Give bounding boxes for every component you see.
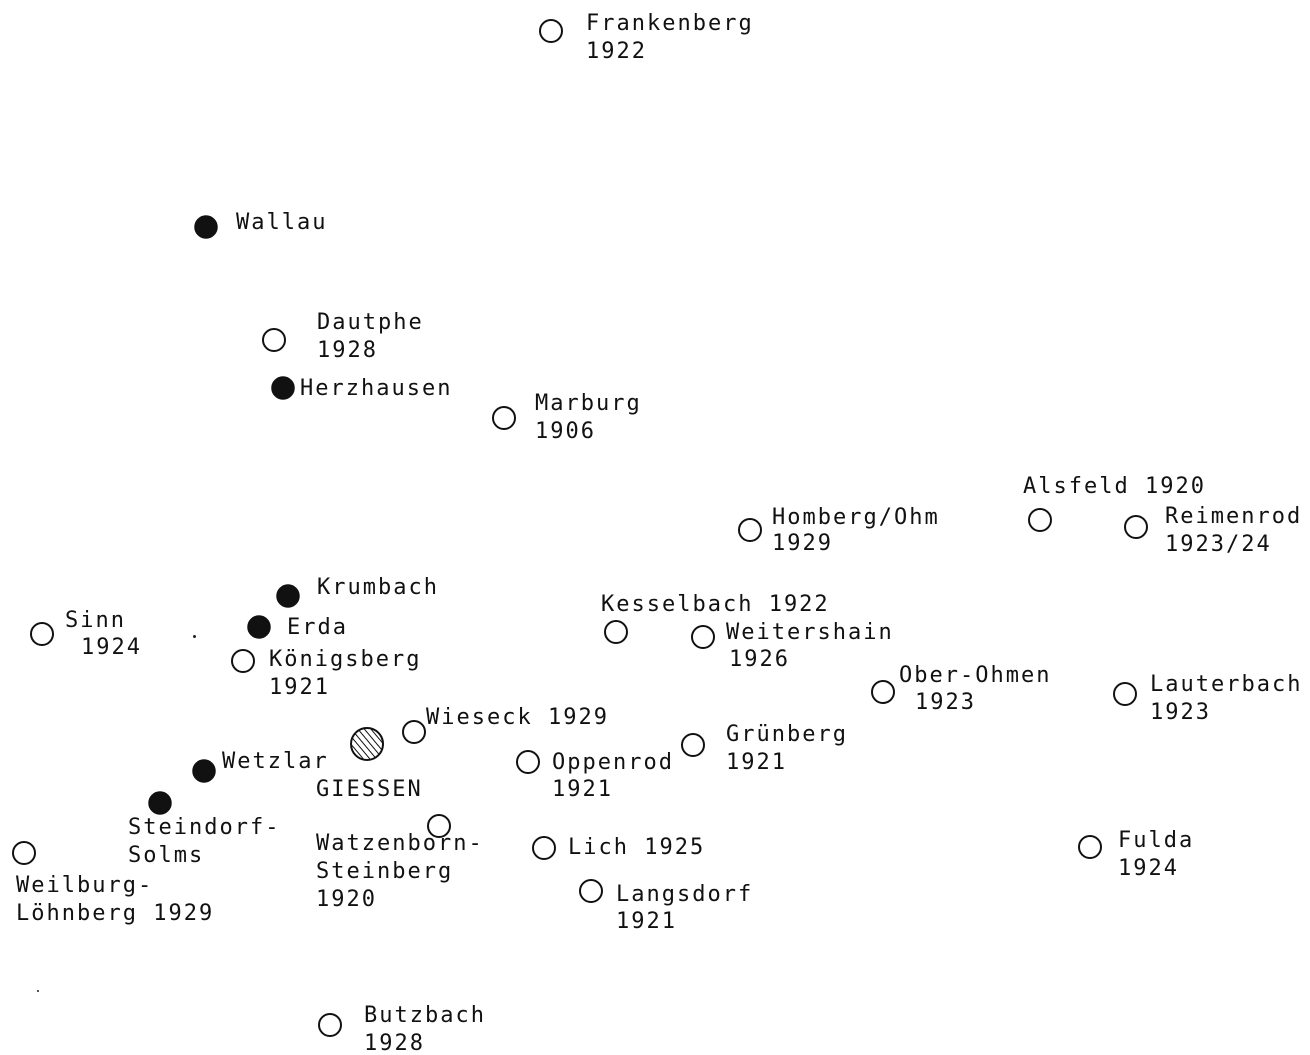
homberg-ohm-label-1: Homberg/Ohm — [772, 505, 940, 530]
watzenborn-label-2: Steinberg — [316, 859, 454, 884]
wieseck-label-1: Wieseck 1929 — [426, 705, 609, 730]
lauterbach-open-circle-icon — [1113, 682, 1137, 706]
langsdorf-open-circle-icon — [579, 879, 603, 903]
dautphe-label-1: Dautphe — [317, 310, 424, 335]
frankenberg-open-circle-icon — [539, 19, 563, 43]
frankenberg-label-2: 1922 — [586, 39, 647, 64]
lauterbach-label-2: 1923 — [1150, 700, 1211, 725]
fulda-label-1: Fulda — [1118, 828, 1195, 853]
fulda-open-circle-icon — [1078, 835, 1102, 859]
giessen-city-hatched-icon — [350, 727, 384, 761]
weilburg-open-circle-icon — [12, 841, 36, 865]
butzbach-open-circle-icon — [318, 1013, 342, 1037]
reimenrod-open-circle-icon — [1124, 515, 1148, 539]
langsdorf-label-2: 1921 — [616, 909, 677, 934]
giessen-label-1: GIESSEN — [316, 777, 423, 802]
butzbach-label-2: 1928 — [364, 1031, 425, 1055]
alsfeld-label-1: Alsfeld 1920 — [1023, 474, 1206, 499]
oppenrod-label-2: 1921 — [552, 777, 613, 802]
wallau-label-1: Wallau — [236, 210, 328, 235]
marburg-label-1: Marburg — [535, 391, 642, 416]
herzhausen-label-1: Herzhausen — [300, 376, 453, 401]
langsdorf-label-1: Langsdorf — [616, 882, 754, 907]
koenigsberg-label-1: Königsberg — [269, 647, 422, 672]
homberg-ohm-open-circle-icon — [738, 518, 762, 542]
lich-label-1: Lich 1925 — [568, 835, 706, 860]
ober-ohmen-label-1: Ober-Ohmen — [899, 663, 1052, 688]
ober-ohmen-label-2: 1923 — [915, 690, 976, 715]
krumbach-label-1: Krumbach — [317, 575, 439, 600]
ober-ohmen-open-circle-icon — [871, 680, 895, 704]
gruenberg-label-2: 1921 — [726, 750, 787, 775]
steindorf-label-2: Solms — [128, 843, 205, 868]
weilburg-label-2: Löhnberg 1929 — [16, 901, 215, 926]
koenigsberg-label-2: 1921 — [269, 675, 330, 700]
dautphe-label-2: 1928 — [317, 338, 378, 363]
erda-label-1: Erda — [287, 615, 348, 640]
marburg-open-circle-icon — [492, 406, 516, 430]
reimenrod-label-1: Reimenrod — [1165, 504, 1303, 529]
watzenborn-label-3: 1920 — [316, 887, 377, 912]
wieseck-open-circle-icon — [402, 720, 426, 744]
gruenberg-label-1: Grünberg — [726, 722, 848, 747]
krumbach-filled-dot-icon — [276, 584, 300, 608]
erda-filled-dot-icon — [247, 615, 271, 639]
oppenrod-label-1: Oppenrod — [552, 750, 674, 775]
steindorf-filled-dot-icon — [148, 791, 172, 815]
sinn-label-1: Sinn — [65, 608, 126, 633]
alsfeld-open-circle-icon — [1028, 508, 1052, 532]
weilburg-label-1: Weilburg- — [16, 873, 154, 898]
gruenberg-open-circle-icon — [681, 733, 705, 757]
lich-open-circle-icon — [532, 836, 556, 860]
stray-dot — [37, 990, 39, 992]
lauterbach-label-1: Lauterbach — [1150, 672, 1303, 697]
butzbach-label-1: Butzbach — [364, 1003, 486, 1028]
oppenrod-open-circle-icon — [516, 750, 540, 774]
herzhausen-filled-dot-icon — [271, 376, 295, 400]
steindorf-label-1: Steindorf- — [128, 815, 281, 840]
stray-dot — [193, 635, 196, 638]
sinn-open-circle-icon — [30, 622, 54, 646]
marburg-label-2: 1906 — [535, 419, 596, 444]
sinn-label-2: 1924 — [81, 635, 142, 660]
wetzlar-filled-dot-icon — [192, 759, 216, 783]
homberg-ohm-label-2: 1929 — [772, 531, 833, 556]
weitershain-label-1: Weitershain — [726, 620, 894, 645]
weitershain-label-2: 1926 — [729, 647, 790, 672]
watzenborn-open-circle-icon — [427, 814, 451, 838]
kesselbach-label-1: Kesselbach 1922 — [601, 592, 830, 617]
wetzlar-label-1: Wetzlar — [222, 749, 329, 774]
weitershain-open-circle-icon — [691, 625, 715, 649]
dautphe-open-circle-icon — [262, 328, 286, 352]
wallau-filled-dot-icon — [194, 215, 218, 239]
koenigsberg-open-circle-icon — [231, 649, 255, 673]
kesselbach-open-circle-icon — [604, 620, 628, 644]
watzenborn-label-1: Watzenborn- — [316, 831, 484, 856]
reimenrod-label-2: 1923/24 — [1165, 532, 1272, 557]
fulda-label-2: 1924 — [1118, 856, 1179, 881]
frankenberg-label-1: Frankenberg — [586, 11, 754, 36]
